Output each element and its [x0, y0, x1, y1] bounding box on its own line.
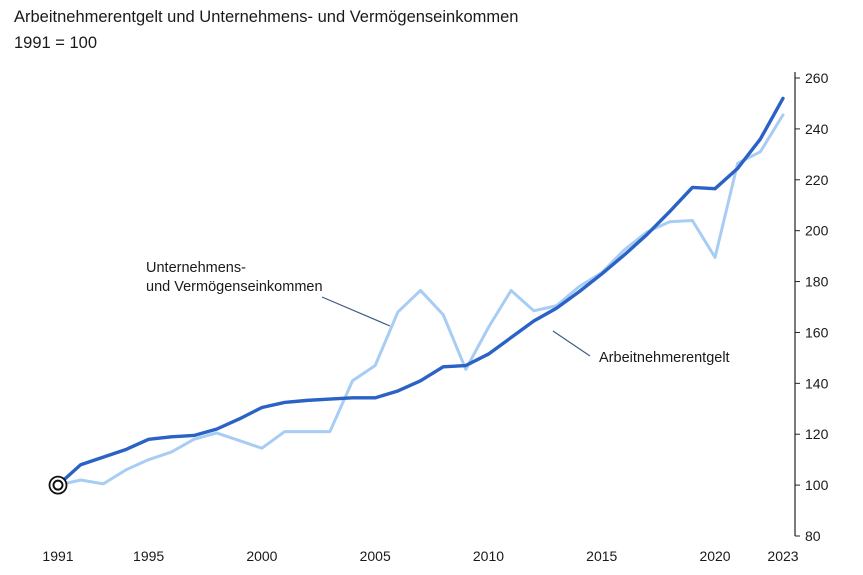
y-tick-label: 260: [805, 70, 829, 86]
annotation-label-arbeitnehmerentgelt: Arbeitnehmerentgelt: [599, 350, 730, 366]
annotation-leader-unternehmenseinkommen: [321, 296, 391, 327]
series-line-arbeitnehmerentgelt: [56, 96, 785, 487]
base-year-marker-inner: [52, 479, 64, 491]
x-tick-label: 2020: [699, 548, 730, 564]
y-tick-label: 240: [805, 121, 829, 137]
x-tick-label: 2005: [360, 548, 391, 564]
annotation-label-unternehmenseinkommen: und Vermögenseinkommen: [146, 279, 323, 295]
y-tick-label: 140: [805, 375, 829, 391]
y-tick-label: 80: [805, 528, 821, 544]
y-tick-label: 120: [805, 426, 829, 442]
x-tick-label: 2010: [473, 548, 504, 564]
x-tick-label: 2000: [246, 548, 277, 564]
chart-axes: 80 100 120 140 160 180 200 220 240 260 1991 1995 200…: [42, 70, 828, 564]
y-tick-label: 220: [805, 172, 829, 188]
y-tick-label: 180: [805, 274, 829, 290]
y-tick-label: 160: [805, 324, 829, 340]
x-tick-label: 2015: [586, 548, 617, 564]
chart-annotations: Unternehmens-und Vermögenseinkommen Arbei…: [146, 260, 730, 366]
y-tick-label: 200: [805, 223, 829, 239]
annotation-label-unternehmenseinkommen: Unternehmens-: [146, 260, 246, 276]
chart-series: [48, 96, 785, 495]
annotation-leader-arbeitnehmerentgelt: [552, 330, 591, 357]
x-tick-label: 1991: [42, 548, 73, 564]
chart-subtitle: 1991 = 100: [14, 34, 98, 52]
series-line-unternehmenseinkommen: [56, 113, 785, 487]
x-tick-label: 1995: [133, 548, 164, 564]
y-tick-label: 100: [805, 477, 829, 493]
x-tick-label: 2023: [767, 548, 798, 564]
chart-title: Arbeitnehmerentgelt und Unternehmens- un…: [14, 8, 519, 26]
